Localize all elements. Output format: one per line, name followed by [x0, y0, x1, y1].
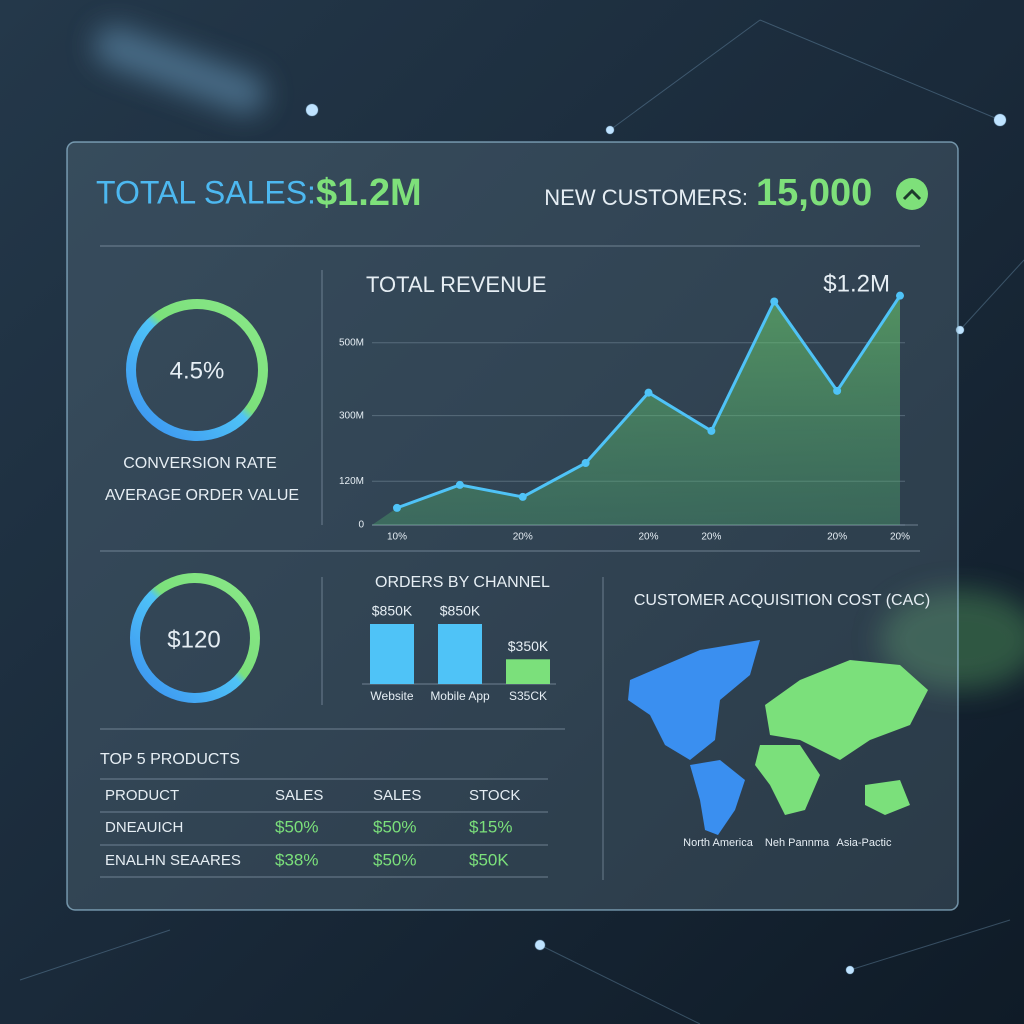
- x-tick-label: S35CK: [509, 689, 547, 703]
- revenue-area: [372, 295, 900, 525]
- bar-value-label: $850K: [372, 603, 413, 619]
- table-cell: $50%: [373, 850, 416, 869]
- x-tick-label: Website: [370, 689, 413, 703]
- conversion-value: 4.5%: [170, 357, 225, 384]
- data-point: [518, 492, 527, 501]
- bar-value-label: $850K: [440, 603, 481, 619]
- conversion-ring: [126, 299, 268, 441]
- sales-value: $1.2M: [316, 172, 422, 214]
- network-node: [605, 125, 615, 135]
- table-cell: $50%: [373, 817, 416, 836]
- north-america: [628, 640, 760, 760]
- revenue-title: TOTAL REVENUE: [366, 272, 547, 297]
- table-header: SALES: [275, 787, 323, 804]
- data-point: [770, 297, 779, 306]
- dashboard-panel: [66, 141, 959, 911]
- aov-ring: [130, 573, 260, 703]
- network-line: [539, 944, 701, 1024]
- australia: [865, 780, 910, 815]
- x-tick-label: Mobile App: [430, 689, 490, 703]
- table-cell: ENALHN SEAARES: [105, 852, 241, 869]
- x-tick-label: 20%: [701, 532, 721, 543]
- data-point: [896, 291, 904, 300]
- network-line: [849, 919, 1011, 971]
- conversion-label: CONVERSION RATE: [123, 455, 277, 472]
- bar: [506, 659, 550, 684]
- expand-button[interactable]: [896, 178, 928, 210]
- network-line: [959, 259, 1024, 331]
- table-title: TOP 5 PRODUCTS: [100, 751, 240, 768]
- south-america: [690, 760, 745, 835]
- map-label: North America: [683, 837, 754, 849]
- button-circle: [896, 178, 928, 210]
- network-node: [845, 965, 855, 975]
- table-cell: $50K: [469, 850, 509, 869]
- bar: [370, 624, 414, 684]
- map-label: Asia-Pactic: [836, 837, 892, 849]
- background-network: [19, 19, 1024, 1024]
- revenue-annotation: $1.2M: [823, 270, 890, 297]
- x-tick-label: 20%: [827, 532, 847, 543]
- y-tick-label: 120M: [339, 476, 364, 487]
- world-map: [628, 640, 928, 835]
- aov-value: $120: [167, 626, 220, 653]
- table-header: SALES: [373, 787, 421, 804]
- network-node: [305, 103, 319, 117]
- network-line: [19, 929, 171, 981]
- eurasia: [765, 660, 928, 760]
- data-point: [707, 426, 716, 435]
- orders-title: ORDERS BY CHANNEL: [375, 574, 550, 591]
- data-point: [393, 503, 401, 512]
- light-streak: [880, 590, 1024, 690]
- table-header: STOCK: [469, 787, 520, 804]
- network-node: [534, 939, 546, 951]
- table-cell: DNEAUICH: [105, 819, 183, 836]
- map-title: CUSTOMER ACQUISITION COST (CAC): [634, 592, 930, 609]
- africa: [755, 745, 820, 815]
- table-header: PRODUCT: [105, 787, 179, 804]
- data-point: [581, 459, 590, 468]
- x-tick-label: 10%: [387, 532, 407, 543]
- bar: [438, 624, 482, 684]
- x-tick-label: 20%: [638, 532, 658, 543]
- y-tick-label: 500M: [339, 337, 364, 348]
- data-point: [644, 388, 653, 397]
- customers-value: 15,000: [756, 172, 872, 214]
- bar-value-label: $350K: [508, 638, 549, 654]
- sales-label: TOTAL SALES:: [96, 174, 316, 210]
- data-point: [455, 480, 464, 489]
- network-line: [759, 19, 1001, 121]
- y-tick-label: 0: [358, 520, 364, 531]
- light-streak: [94, 26, 266, 114]
- network-node: [993, 113, 1007, 127]
- aov-label: AVERAGE ORDER VALUE: [105, 487, 299, 504]
- map-label: Neh Pannma: [765, 837, 830, 849]
- x-tick-label: 20%: [513, 532, 533, 543]
- chevron-icon: [902, 188, 922, 201]
- data-point: [833, 386, 842, 395]
- y-tick-label: 300M: [339, 410, 364, 421]
- background-glow: [94, 26, 1024, 690]
- table-cell: $38%: [275, 850, 318, 869]
- customers-label: NEW CUSTOMERS:: [544, 185, 748, 210]
- x-tick-label: 20%: [890, 532, 910, 543]
- network-line: [609, 19, 761, 131]
- table-cell: $15%: [469, 817, 512, 836]
- table-cell: $50%: [275, 817, 318, 836]
